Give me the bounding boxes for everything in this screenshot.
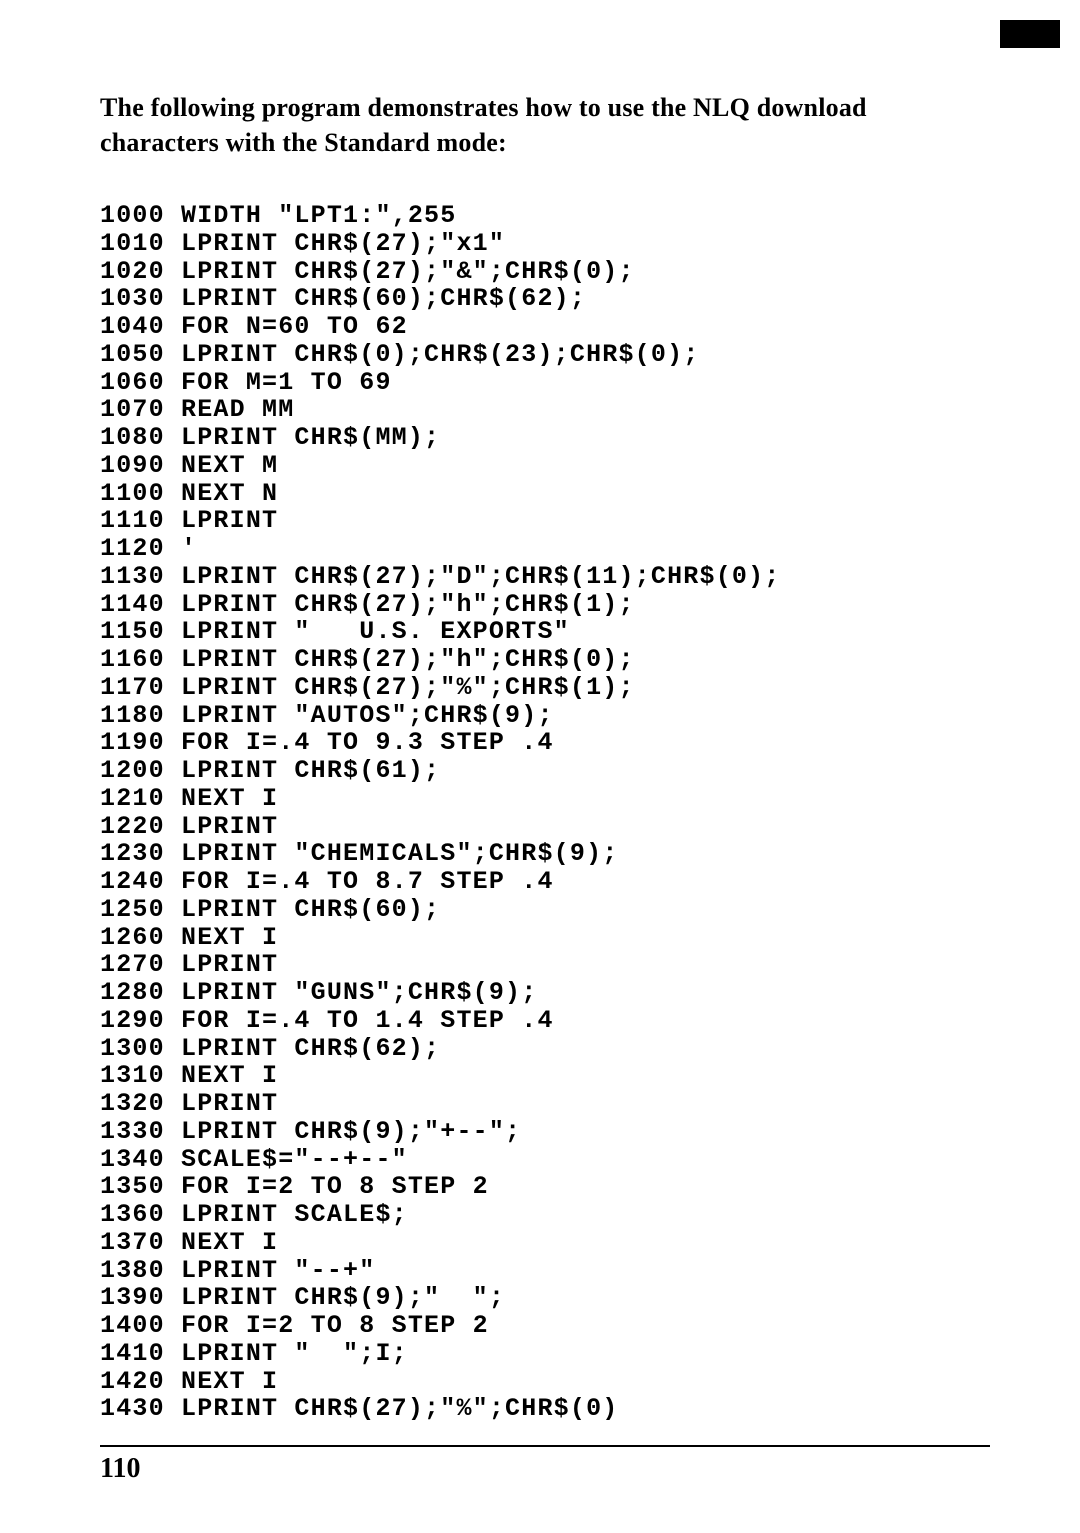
footer-rule <box>100 1445 990 1447</box>
page-number: 110 <box>100 1453 990 1485</box>
code-listing: 1000 WIDTH "LPT1:",255 1010 LPRINT CHR$(… <box>100 202 990 1423</box>
footer: 110 <box>100 1445 990 1485</box>
intro-paragraph: The following program demonstrates how t… <box>100 90 990 160</box>
intro-text: The following program demonstrates how t… <box>100 93 867 157</box>
page-corner-mark <box>1000 20 1060 48</box>
document-page: The following program demonstrates how t… <box>0 0 1080 1533</box>
